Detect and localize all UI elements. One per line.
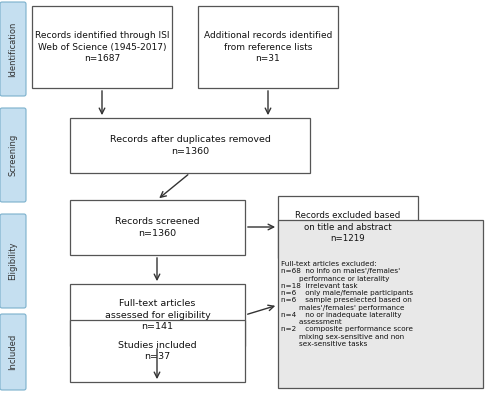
Text: Studies included
n=37: Studies included n=37 [118, 341, 197, 361]
Text: Identification: Identification [8, 21, 18, 77]
FancyBboxPatch shape [0, 108, 26, 202]
Text: Screening: Screening [8, 134, 18, 176]
Text: Records screened
n=1360: Records screened n=1360 [115, 217, 200, 238]
FancyBboxPatch shape [0, 314, 26, 390]
Text: Records after duplicates removed
n=1360: Records after duplicates removed n=1360 [110, 136, 270, 156]
FancyBboxPatch shape [278, 196, 418, 258]
Text: Records excluded based
on title and abstract
n=1219: Records excluded based on title and abst… [296, 212, 401, 243]
FancyBboxPatch shape [0, 2, 26, 96]
FancyBboxPatch shape [32, 6, 172, 88]
Text: Full-text articles
assessed for eligibility
n=141: Full-text articles assessed for eligibil… [104, 299, 210, 331]
FancyBboxPatch shape [70, 200, 245, 255]
FancyBboxPatch shape [70, 284, 245, 346]
FancyBboxPatch shape [70, 118, 310, 173]
Text: Records identified through ISI
Web of Science (1945-2017)
n=1687: Records identified through ISI Web of Sc… [35, 32, 169, 63]
Text: Full-text articles excluded:
n=68  no info on males'/females'
        performanc: Full-text articles excluded: n=68 no inf… [281, 261, 413, 347]
FancyBboxPatch shape [0, 214, 26, 308]
FancyBboxPatch shape [278, 220, 483, 388]
Text: Eligibility: Eligibility [8, 242, 18, 280]
FancyBboxPatch shape [198, 6, 338, 88]
FancyBboxPatch shape [70, 320, 245, 382]
Text: Included: Included [8, 334, 18, 370]
Text: Additional records identified
from reference lists
n=31: Additional records identified from refer… [204, 32, 332, 63]
